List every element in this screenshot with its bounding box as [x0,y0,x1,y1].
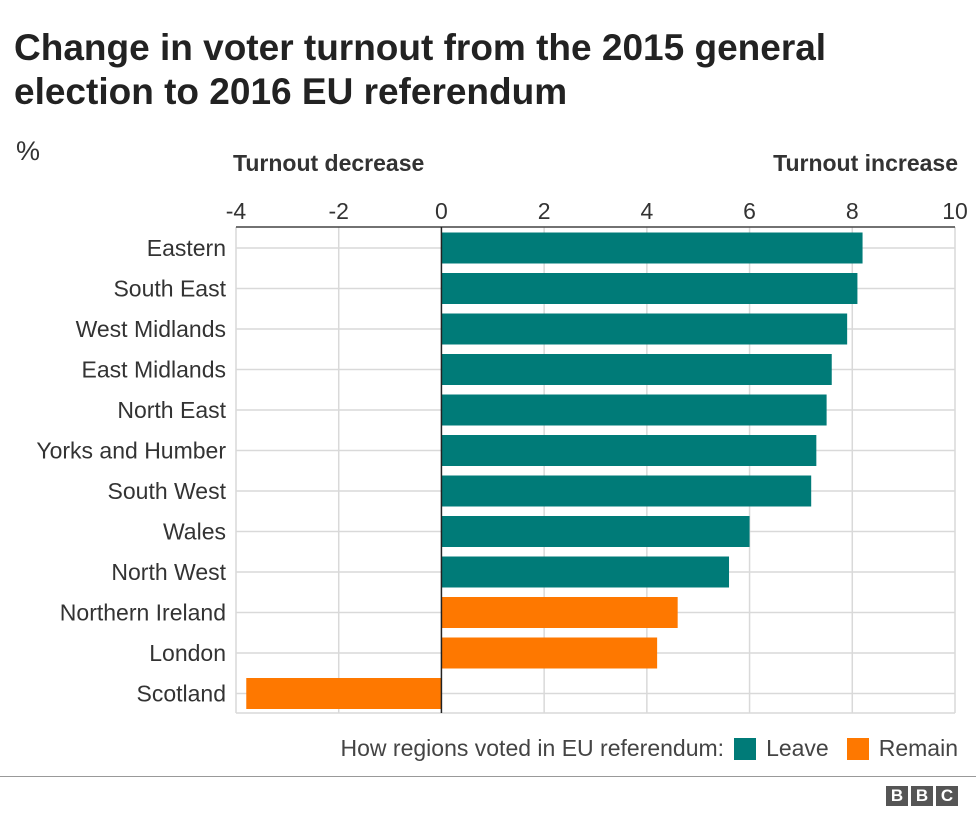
bar-south-east [441,273,858,304]
bar-scotland [246,678,442,709]
category-label: South West [108,478,227,504]
bar-north-west [441,556,730,588]
legend: How regions voted in EU referendum: Leav… [341,735,958,762]
legend-label-remain: Remain [878,735,958,761]
bar-south-west [441,475,812,507]
chart-title: Change in voter turnout from the 2015 ge… [14,27,827,112]
x-tick-label: -2 [328,198,348,224]
x-tick-label: 4 [640,198,653,224]
category-label: Scotland [136,681,226,707]
category-label: Wales [163,519,226,545]
legend-swatch-leave [734,737,757,760]
legend-label-leave: Leave [766,735,829,761]
category-label: South East [113,276,226,302]
x-tick-label: 0 [435,198,448,224]
x-tick-label: -4 [226,198,247,224]
footer-divider [0,776,976,777]
bar-yorks-and-humber [441,435,817,466]
legend-title: How regions voted in EU referendum: [340,735,725,761]
category-label: East Midlands [82,357,226,383]
category-label: North West [111,559,226,585]
x-tick-label: 2 [538,198,551,224]
bar-eastern [441,232,863,264]
bar-northern-ireland [441,597,678,628]
bar-wales [441,516,750,547]
x-tick-label: 10 [942,198,968,224]
category-label: London [149,640,226,666]
legend-swatch-remain [846,737,869,760]
category-label: North East [117,397,226,423]
bar-west-midlands [441,313,848,345]
category-label: Yorks and Humber [36,438,226,464]
annotation-increase: Turnout increase [773,150,958,176]
category-label: Northern Ireland [60,600,226,626]
category-label: Eastern [147,235,226,261]
bar-north-east [441,394,827,426]
x-tick-label: 6 [743,198,756,224]
unit-label: % [16,136,41,166]
bar-east-midlands [441,354,832,385]
category-label: West Midlands [76,316,226,342]
annotation-decrease: Turnout decrease [233,150,425,176]
bar-london [441,637,658,669]
x-tick-label: 8 [846,198,859,224]
